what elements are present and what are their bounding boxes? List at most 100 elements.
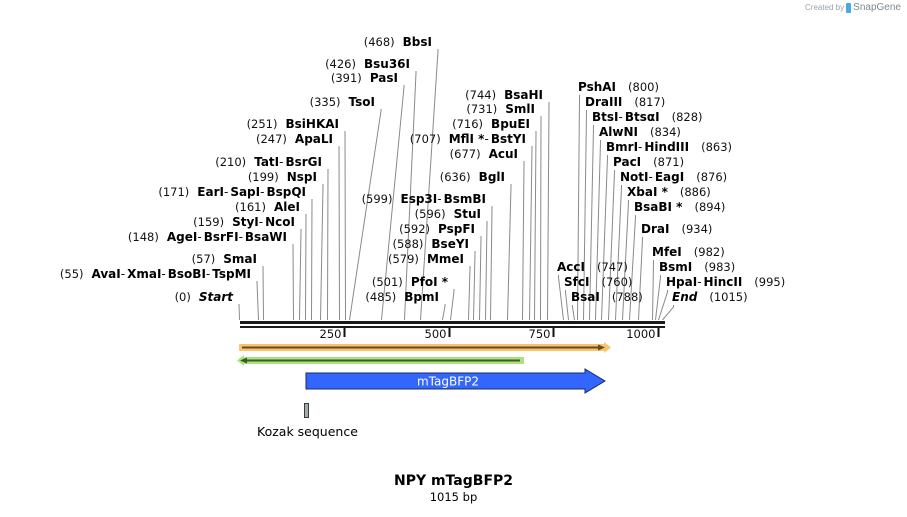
- enzyme-name[interactable]: BmrI: [606, 140, 638, 154]
- site-leader-line: [311, 198, 313, 321]
- site-position: (707): [410, 132, 441, 146]
- kozak-sequence-label: Kozak sequence: [257, 424, 358, 439]
- site-position: (800): [628, 80, 659, 94]
- mtagbfp2-feature-arrow[interactable]: mTagBFP2: [305, 368, 606, 394]
- site-leader-line: [589, 125, 594, 321]
- site-leader-line: [404, 71, 417, 321]
- enzyme-name[interactable]: BpuEI: [491, 117, 530, 131]
- green-primer-arrow[interactable]: [237, 355, 524, 366]
- map-title: NPY mTagBFP2: [393, 473, 514, 489]
- site-position: (1015): [709, 290, 747, 304]
- enzyme-name[interactable]: SmaI: [223, 252, 257, 266]
- enzyme-name[interactable]: StyI: [232, 215, 259, 229]
- enzyme-name[interactable]: TspMI: [212, 267, 251, 281]
- snapgene-logo-icon: [846, 2, 852, 13]
- site-position: (596): [415, 207, 446, 221]
- site-position: (995): [754, 275, 785, 289]
- enzyme-name[interactable]: BtsI: [592, 110, 619, 124]
- enzyme-name[interactable]: NcoI: [265, 215, 295, 229]
- enzyme-name[interactable]: BsmI: [659, 260, 692, 274]
- site-leader-line: [305, 213, 307, 321]
- enzyme-name[interactable]: End: [672, 290, 698, 304]
- enzyme-labels: (468) BbsI (426) Bsu36I(391) PasI (335) TsoI (2…: [60, 35, 785, 304]
- enzyme-name[interactable]: HpaI: [666, 275, 697, 289]
- enzyme-name[interactable]: XbaI *: [627, 185, 669, 199]
- site-position: (886): [680, 185, 711, 199]
- enzyme-name[interactable]: BsmBI: [444, 192, 486, 206]
- sequence-backbone[interactable]: [240, 321, 665, 328]
- enzyme-separator: -: [239, 230, 243, 244]
- enzyme-separator: -: [197, 230, 201, 244]
- enzyme-name[interactable]: BstYI: [491, 132, 526, 146]
- enzyme-name[interactable]: HincII: [704, 275, 743, 289]
- enzyme-name[interactable]: BtsαI: [625, 110, 660, 124]
- enzyme-name[interactable]: AcuI: [489, 147, 518, 161]
- site-position: (788): [612, 290, 643, 304]
- enzyme-name[interactable]: AgeI: [167, 230, 197, 244]
- site-leader-line: [577, 95, 580, 321]
- enzyme-name[interactable]: Start: [199, 290, 234, 304]
- enzyme-name[interactable]: TsoI: [349, 95, 375, 109]
- enzyme-name[interactable]: PspFI: [438, 222, 475, 236]
- enzyme-name[interactable]: BsaBI *: [634, 200, 683, 214]
- enzyme-name[interactable]: AlwNI: [599, 125, 638, 139]
- enzyme-name[interactable]: Esp3I: [401, 192, 438, 206]
- enzyme-name[interactable]: BpmI: [404, 290, 439, 304]
- site-leader-line: [558, 275, 564, 321]
- enzyme-name[interactable]: AleI: [274, 200, 300, 214]
- enzyme-name[interactable]: DraIII: [585, 95, 622, 109]
- site-leader-line: [583, 110, 587, 321]
- site-position: (716): [452, 117, 483, 131]
- enzyme-name[interactable]: AvaI: [92, 267, 121, 281]
- enzyme-name[interactable]: EarI: [197, 185, 224, 199]
- enzyme-name[interactable]: EagI: [655, 170, 684, 184]
- ruler-tick-label: 1000: [626, 327, 655, 341]
- ruler-tick-label: 250: [320, 327, 342, 341]
- site-leader-line: [534, 131, 537, 321]
- enzyme-name[interactable]: MflI *: [449, 132, 485, 146]
- site-leader-line: [638, 237, 643, 321]
- enzyme-name[interactable]: BsaHI: [504, 88, 543, 102]
- leader-lines: [238, 49, 674, 321]
- site-leader-line: [256, 281, 259, 321]
- site-position: (501): [372, 275, 403, 289]
- enzyme-name[interactable]: ApaLI: [295, 132, 333, 146]
- enzyme-name[interactable]: PacI: [613, 155, 641, 169]
- enzyme-name[interactable]: XmaI: [127, 267, 161, 281]
- enzyme-name[interactable]: DraI: [641, 222, 669, 236]
- site-position: (599): [362, 192, 393, 206]
- enzyme-name[interactable]: StuI: [454, 207, 481, 221]
- enzyme-name[interactable]: TatI: [254, 155, 279, 169]
- mtagbfp2-label: mTagBFP2: [417, 375, 479, 389]
- enzyme-name[interactable]: BbsI: [403, 35, 432, 49]
- site-position: (468): [364, 35, 395, 49]
- enzyme-name[interactable]: MmeI: [427, 252, 464, 266]
- enzyme-name[interactable]: BsoBI: [168, 267, 206, 281]
- enzyme-name[interactable]: BseYI: [431, 237, 469, 251]
- site-position: (391): [331, 71, 362, 85]
- enzyme-name[interactable]: BglI: [479, 170, 505, 184]
- enzyme-name[interactable]: BsiHKAI: [286, 117, 340, 131]
- kozak-feature[interactable]: [304, 403, 309, 418]
- enzyme-name[interactable]: BsrGI: [285, 155, 322, 169]
- enzyme-name[interactable]: BsrFI: [204, 230, 239, 244]
- enzyme-name[interactable]: AccI: [557, 260, 585, 274]
- enzyme-separator: -: [619, 110, 623, 124]
- enzyme-name[interactable]: BsaI: [571, 290, 600, 304]
- enzyme-name[interactable]: NspI: [287, 170, 317, 184]
- enzyme-name[interactable]: BspQI: [266, 185, 306, 199]
- site-leader-line: [547, 102, 550, 321]
- enzyme-name[interactable]: Bsu36I: [364, 57, 410, 71]
- enzyme-name[interactable]: BsaWI: [245, 230, 287, 244]
- enzyme-name[interactable]: PfoI *: [411, 275, 449, 289]
- orange-primer-arrow[interactable]: [239, 342, 611, 353]
- site-leader-line: [420, 49, 439, 321]
- enzyme-name[interactable]: SmlI: [505, 102, 535, 116]
- enzyme-name[interactable]: PasI: [370, 71, 398, 85]
- enzyme-name[interactable]: PshAI: [578, 80, 616, 94]
- enzyme-name[interactable]: SapI: [230, 185, 260, 199]
- enzyme-name[interactable]: HindIII: [644, 140, 689, 154]
- enzyme-name[interactable]: MfeI: [652, 245, 682, 259]
- enzyme-name[interactable]: NotI: [620, 170, 649, 184]
- enzyme-name[interactable]: SfcI: [564, 275, 589, 289]
